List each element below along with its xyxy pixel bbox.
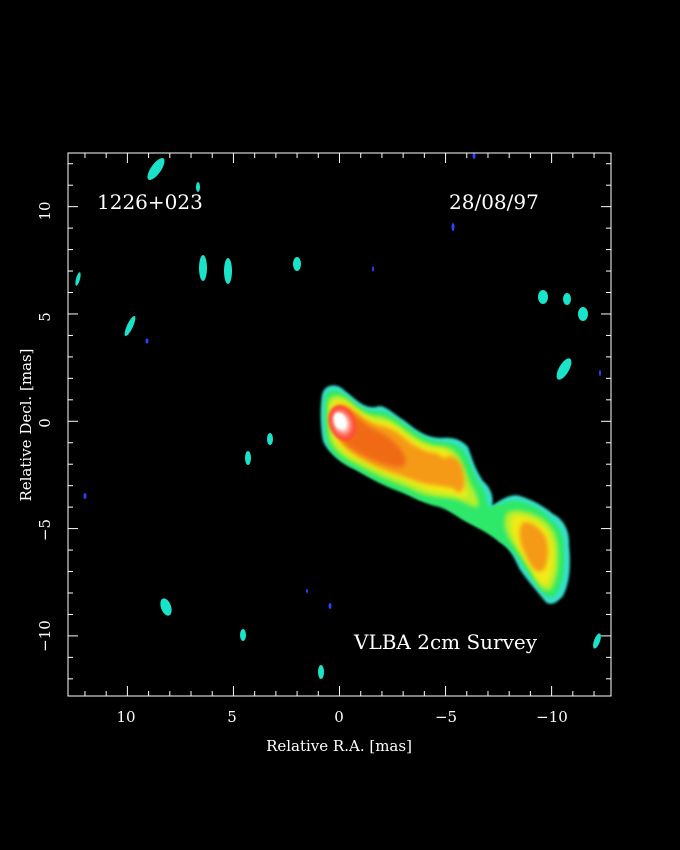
noise-speck: [267, 433, 273, 445]
y-tick-labels: 10 5 0 −5 −10: [36, 201, 54, 651]
noise-speck: [538, 290, 548, 304]
noise-speck: [306, 589, 308, 593]
noise-speck: [160, 598, 172, 616]
noise-speck: [196, 182, 200, 192]
noise-speck: [599, 370, 601, 376]
noise-speck: [451, 223, 455, 231]
y-tick-label: −10: [36, 620, 54, 652]
noise-speck: [556, 358, 572, 380]
x-tick-label: 0: [334, 708, 344, 726]
axes: 10 5 0 −5 −10 10 5 0 −5 −10 Relative R.A…: [17, 152, 612, 755]
noise-speck: [372, 266, 374, 272]
radio-jet: [320, 385, 570, 604]
x-tick-label: −10: [536, 708, 568, 726]
y-tick-label: −5: [36, 519, 54, 541]
noise-speck: [293, 257, 301, 271]
jet-core-peak: [333, 412, 347, 430]
survey-label: VLBA 2cm Survey: [353, 630, 538, 654]
noise-speck: [318, 665, 324, 679]
y-axis-label: Relative Decl. [mas]: [17, 348, 35, 501]
source-label: 1226+023: [97, 190, 203, 214]
axis-ticks: [68, 153, 611, 696]
noise-speck: [224, 258, 232, 284]
noise-speck: [328, 603, 332, 609]
noise-speck: [147, 157, 165, 181]
noise-speck: [145, 338, 149, 344]
y-tick-label: 5: [36, 312, 54, 322]
noise-speck: [199, 255, 207, 281]
noise-speck: [245, 451, 251, 465]
x-tick-label: 5: [227, 708, 237, 726]
noise-speck: [578, 307, 588, 321]
noise-specks: [75, 153, 601, 679]
noise-speck: [75, 272, 81, 286]
noise-speck: [124, 315, 136, 337]
annotations: 1226+023 28/08/97 VLBA 2cm Survey: [97, 190, 539, 654]
y-tick-label: 10: [36, 201, 54, 220]
noise-speck: [240, 629, 246, 641]
noise-speck: [593, 633, 601, 649]
noise-speck: [83, 493, 87, 499]
x-axis-label: Relative R.A. [mas]: [266, 737, 412, 755]
x-tick-label: −5: [435, 708, 457, 726]
y-tick-label: 0: [36, 418, 54, 428]
noise-speck: [472, 153, 476, 159]
x-tick-labels: 10 5 0 −5 −10: [116, 708, 567, 726]
noise-speck: [563, 293, 571, 305]
date-label: 28/08/97: [449, 190, 539, 214]
x-tick-label: 10: [116, 708, 135, 726]
